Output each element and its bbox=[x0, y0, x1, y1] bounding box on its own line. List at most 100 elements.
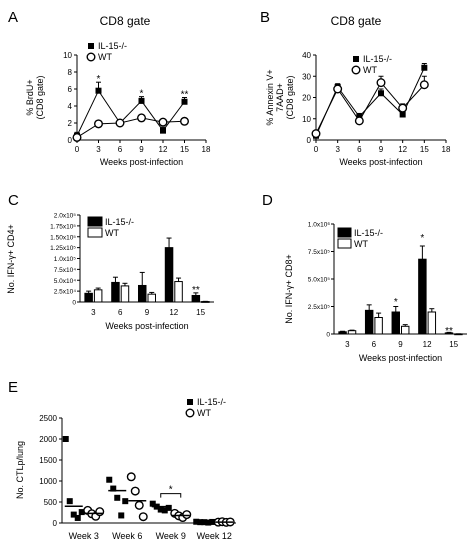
y-tick-label: 40 bbox=[302, 51, 311, 60]
chart-title: CD8 gate bbox=[100, 14, 151, 28]
legend-label-0: IL-15-/- bbox=[363, 54, 392, 64]
data-point-square bbox=[378, 90, 384, 97]
y-tick-label: 1.25x10⁵ bbox=[50, 245, 76, 252]
data-point-circle bbox=[311, 129, 321, 139]
data-point-circle bbox=[376, 78, 386, 88]
y-tick-label: 1000 bbox=[39, 477, 57, 486]
x-tick-label: Week 3 bbox=[69, 531, 99, 541]
legend-marker-1 bbox=[351, 65, 361, 75]
x-tick-label: Week 9 bbox=[156, 531, 186, 541]
data-point-square bbox=[149, 500, 156, 507]
x-tick-label: 9 bbox=[139, 145, 144, 154]
bar-il15 bbox=[444, 332, 454, 335]
y-tick-label: 0 bbox=[53, 519, 58, 528]
data-point-circle bbox=[158, 117, 168, 127]
y-tick-label: 10 bbox=[302, 115, 311, 124]
data-point-square bbox=[399, 111, 406, 118]
x-tick-label: 12 bbox=[398, 145, 407, 154]
panel-c: 0 2.5x10⁴ 5.0x10⁴ 7.5x10⁴ 1.0x10⁵ 1.25x10⁵ 1.5… bbox=[6, 213, 214, 331]
bar-wt bbox=[454, 333, 463, 336]
x-axis-label: Weeks post-infection bbox=[339, 157, 422, 167]
data-point-square bbox=[70, 511, 77, 518]
x-tick-label: 15 bbox=[196, 308, 205, 317]
bar-wt bbox=[147, 293, 157, 303]
significance-marker: ** bbox=[181, 89, 189, 100]
y-axis-label-line: (CD8 gate) bbox=[35, 75, 45, 119]
x-tick-label: 12 bbox=[169, 308, 178, 317]
bar-il15 bbox=[418, 258, 427, 335]
x-tick-label: Week 12 bbox=[197, 531, 232, 541]
y-tick-label: 500 bbox=[44, 498, 58, 507]
data-point-circle bbox=[130, 486, 140, 496]
y-tick-label: 20 bbox=[302, 94, 311, 103]
significance-marker: * bbox=[420, 233, 424, 244]
significance-bracket bbox=[160, 493, 182, 498]
x-tick-label: 6 bbox=[118, 145, 123, 154]
legend-swatch-0 bbox=[337, 227, 352, 238]
y-axis-label-line: % Annexin V+ bbox=[265, 69, 275, 125]
data-point-circle bbox=[333, 84, 343, 94]
panel-e: 0 500 1000 1500 2000 2500 No. CTLp/lung Week 3 W… bbox=[15, 397, 236, 541]
x-axis-label: Weeks post-infection bbox=[105, 321, 188, 331]
series-line-1 bbox=[315, 81, 425, 134]
data-point-circle bbox=[398, 103, 408, 113]
x-axis-label: Weeks post-infection bbox=[100, 157, 183, 167]
legend-label-0: IL-15-/- bbox=[354, 228, 383, 238]
y-tick-label: 1500 bbox=[39, 456, 57, 465]
data-point-circle bbox=[179, 116, 189, 126]
x-tick-label: 18 bbox=[442, 145, 451, 154]
data-point-circle bbox=[419, 80, 429, 90]
legend-label-1: WT bbox=[354, 239, 368, 249]
legend-swatch-1 bbox=[87, 227, 103, 238]
x-tick-label: 9 bbox=[398, 340, 403, 349]
y-axis-label: No. CTLp/lung bbox=[15, 441, 25, 499]
x-tick-label: 6 bbox=[372, 340, 377, 349]
x-axis-label: Weeks post-infection bbox=[359, 353, 442, 363]
y-axis-label-line: 7AAD+ bbox=[275, 83, 285, 112]
data-point-circle bbox=[138, 512, 148, 522]
data-point-square bbox=[118, 512, 125, 519]
data-point-circle bbox=[134, 500, 144, 510]
data-point-square bbox=[160, 127, 166, 134]
x-tick-label: Week 6 bbox=[112, 531, 142, 541]
y-tick-label: 5.0x10⁵ bbox=[308, 277, 331, 284]
significance-marker: * bbox=[169, 485, 173, 496]
x-tick-label: 3 bbox=[96, 145, 101, 154]
bar-il15 bbox=[191, 294, 201, 303]
y-tick-label: 1.0x10⁶ bbox=[308, 222, 331, 229]
legend-marker-0 bbox=[353, 56, 359, 62]
data-point-circle bbox=[95, 507, 105, 517]
panel-letter-d: D bbox=[262, 192, 273, 209]
x-tick-label: 3 bbox=[345, 340, 350, 349]
x-tick-label: 3 bbox=[91, 308, 96, 317]
panel-letter-c: C bbox=[8, 192, 19, 209]
significance-marker: ** bbox=[445, 326, 453, 337]
data-point-square bbox=[421, 64, 428, 71]
y-tick-label: 2.5x10⁵ bbox=[308, 304, 331, 311]
significance-marker: * bbox=[140, 88, 144, 99]
data-point-square bbox=[157, 506, 164, 513]
x-tick-label: 6 bbox=[118, 308, 123, 317]
series-line-0 bbox=[76, 89, 185, 136]
x-tick-label: 0 bbox=[75, 145, 80, 154]
legend-label-1: WT bbox=[105, 228, 119, 238]
legend-label-0: IL-15-/- bbox=[197, 397, 226, 407]
y-tick-label: 2500 bbox=[39, 414, 57, 423]
data-point-square bbox=[95, 87, 102, 94]
panel-letter-a: A bbox=[8, 9, 18, 26]
significance-marker: * bbox=[97, 74, 101, 85]
chart-panels: CD8 gate 0 3 6 9 12 15 18 0 2 4 6 8 10 Weeks post-infe… bbox=[6, 14, 467, 541]
x-tick-label: 18 bbox=[202, 145, 211, 154]
legend-label-1: WT bbox=[363, 65, 377, 75]
y-tick-label: 2 bbox=[68, 119, 73, 128]
bar-wt bbox=[401, 325, 410, 335]
bar-wt bbox=[347, 330, 357, 335]
data-point-circle bbox=[182, 510, 192, 520]
y-tick-label: 2.5x10⁴ bbox=[54, 289, 77, 296]
y-tick-label: 1.75x10⁵ bbox=[50, 223, 76, 230]
legend-label-1: WT bbox=[98, 52, 112, 62]
legend-marker-1 bbox=[185, 408, 195, 418]
bar-il15 bbox=[391, 311, 401, 335]
y-tick-label: 5.0x10⁴ bbox=[54, 278, 77, 285]
